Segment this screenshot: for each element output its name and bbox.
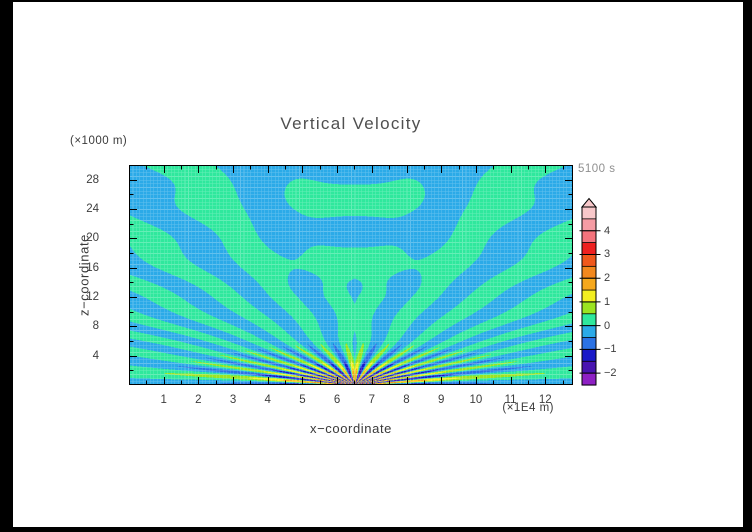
colorbar-tick-label: 1 xyxy=(604,295,611,308)
x-tick-label: 8 xyxy=(403,394,410,406)
colorbar-tick-label: −2 xyxy=(604,367,617,380)
colorbar-tick-label: 3 xyxy=(604,248,611,261)
x-axis-unit-label: (×1E4 m) xyxy=(502,402,554,414)
z-tick-label: 28 xyxy=(86,173,99,186)
colorbar-tick-label: 0 xyxy=(604,319,611,332)
colorbar-tick-label: 4 xyxy=(604,224,611,237)
x-axis-label: x−coordinate xyxy=(309,421,392,436)
x-tick-label: 9 xyxy=(437,394,445,406)
time-label: 5100 s xyxy=(578,163,616,175)
x-tick-label: 7 xyxy=(368,394,376,406)
colorbar-canvas xyxy=(576,194,621,394)
x-tick-label: 12 xyxy=(538,394,552,406)
z-tick-label: 24 xyxy=(86,203,99,215)
x-tick-label: 1 xyxy=(160,394,167,406)
plot-page: Vertical Velocity (×1000 m) 5100 s z−coo… xyxy=(13,2,743,527)
z-tick-label: 16 xyxy=(86,261,99,274)
x-tick-label: 5 xyxy=(299,394,306,406)
x-tick-label: 3 xyxy=(229,394,237,406)
x-tick-label: 2 xyxy=(195,394,202,406)
z-tick-label: 8 xyxy=(92,320,99,333)
x-tick-label: 10 xyxy=(469,394,483,406)
velocity-field-canvas xyxy=(129,165,573,385)
plot-title: Vertical Velocity xyxy=(280,114,422,133)
colorbar-tick-label: 2 xyxy=(604,272,611,285)
z-tick-label: 20 xyxy=(86,232,99,245)
x-tick-label: 11 xyxy=(504,394,517,406)
z-tick-label: 4 xyxy=(92,349,99,362)
x-tick-label: 4 xyxy=(264,394,271,406)
x-tick-label: 6 xyxy=(333,394,341,406)
colorbar-tick-label: −1 xyxy=(604,343,617,356)
z-axis-unit-label: (×1000 m) xyxy=(70,135,128,147)
z-tick-label: 12 xyxy=(86,291,99,303)
